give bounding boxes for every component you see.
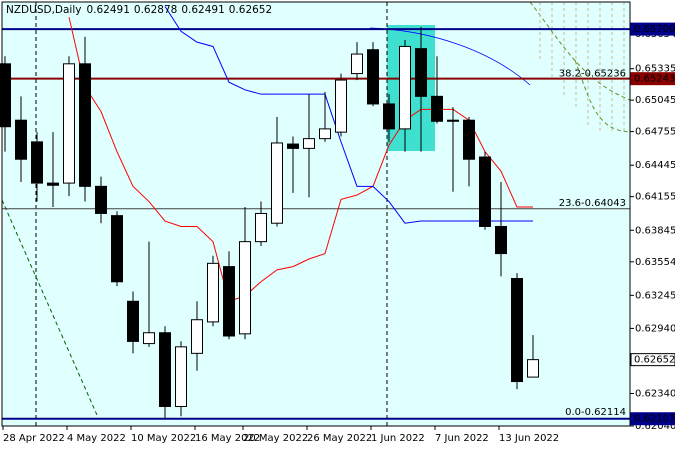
y-tick-label: 0.62940 — [635, 323, 675, 334]
candle-body — [319, 128, 331, 140]
x-tick-label: 28 Apr 2022 — [3, 433, 65, 444]
candle-body — [255, 212, 267, 243]
candle-body — [495, 225, 507, 255]
candle-body — [15, 119, 27, 160]
price-label-box — [630, 412, 675, 426]
candle-body — [0, 63, 11, 128]
candle-body — [143, 332, 155, 345]
candle-body — [367, 49, 379, 105]
candle-body — [127, 300, 139, 342]
fib-label: 0.0-0.62114 — [565, 407, 626, 418]
candle-body — [63, 63, 75, 184]
x-tick-label: 10 May 2022 — [131, 433, 196, 444]
cloud-line — [574, 59, 631, 133]
candle-body — [111, 215, 123, 283]
candle-body — [47, 182, 59, 186]
candle-body — [511, 278, 523, 383]
x-tick-label: 13 Jun 2022 — [499, 433, 559, 444]
y-tick-label: 0.64755 — [635, 127, 675, 138]
candle-body — [383, 103, 395, 130]
y-tick-label: 0.64445 — [635, 160, 675, 171]
candle-body — [479, 156, 491, 227]
x-tick-label: 1 Jun 2022 — [371, 433, 425, 444]
candle-body — [239, 241, 251, 335]
candle-body — [79, 63, 91, 187]
price-label-box — [630, 22, 675, 36]
candle-body — [271, 142, 283, 224]
y-tick-label: 0.65335 — [635, 64, 675, 75]
cloud-fill — [539, 2, 625, 132]
header: NZDUSD,Daily 0.62491 0.62878 0.62491 0.62652 — [6, 4, 272, 16]
indicator-line — [164, 6, 533, 224]
candle-body — [159, 332, 171, 407]
plot: 38.2-0.65236 23.6-0.64043 0.0-0.62114 — [0, 6, 630, 420]
indicator-line — [68, 17, 533, 302]
y-tick-label: 0.63845 — [635, 225, 675, 236]
candle-body — [447, 119, 459, 122]
symbol: NZDUSD,Daily — [6, 4, 81, 16]
fib-label: 23.6-0.64043 — [559, 198, 626, 209]
candle-body — [303, 138, 315, 149]
x-tick-label: 20 May 2022 — [243, 433, 308, 444]
candle-body — [335, 79, 347, 133]
plot-frame — [1, 1, 631, 427]
price-label: 0.65243 — [634, 74, 675, 85]
y-tick-label: 0.62040 — [635, 421, 675, 432]
header-low: 0.62491 — [181, 4, 224, 16]
fib-label: 38.2-0.65236 — [559, 68, 626, 79]
candle-body — [207, 262, 219, 323]
candle-body — [399, 45, 411, 130]
candle-body — [415, 48, 427, 97]
price-label-box — [630, 353, 675, 367]
price-label: 0.65700 — [634, 24, 675, 35]
candle-body — [351, 53, 363, 75]
candle-body — [191, 319, 203, 354]
x-tick-label: 7 Jun 2022 — [435, 433, 489, 444]
plot-area — [2, 2, 630, 426]
price-label: 0.62652 — [634, 355, 675, 366]
x-tick-label: 16 May 2022 — [195, 433, 260, 444]
y-tick-label: 0.62340 — [635, 388, 675, 399]
y-tick-label: 0.64155 — [635, 192, 675, 203]
price-label-box — [630, 72, 675, 86]
x-tick-label: 26 May 2022 — [307, 433, 372, 444]
header-high: 0.62878 — [134, 4, 177, 16]
candle-body — [223, 266, 235, 337]
header-close: 0.62652 — [229, 4, 272, 16]
candle-body — [527, 359, 539, 378]
candle-body — [31, 141, 43, 184]
candle-body — [95, 185, 107, 214]
candle-body — [175, 346, 187, 407]
header-open: 0.62491 — [86, 4, 129, 16]
y-tick-label: 0.63245 — [635, 290, 675, 301]
x-tick-label: 4 May 2022 — [67, 433, 126, 444]
candle-body — [463, 119, 475, 160]
candle-body — [431, 95, 443, 122]
y-tick-label: 0.65045 — [635, 95, 675, 106]
candle-body — [287, 143, 299, 149]
y-tick-label: 0.63554 — [635, 257, 675, 268]
price-label: 0.62107 — [634, 414, 675, 425]
